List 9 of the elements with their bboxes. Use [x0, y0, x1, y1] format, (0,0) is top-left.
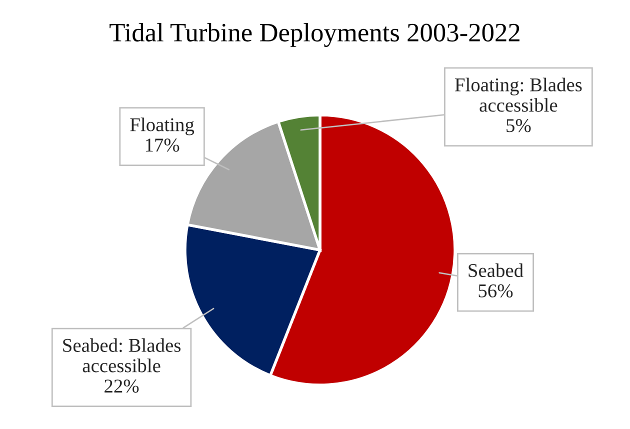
data-label: 56%	[478, 284, 513, 298]
slice-label: Seabed	[468, 263, 524, 278]
data-label: 22%	[104, 380, 139, 393]
slice-label: Seabed: Blades accessible	[63, 338, 181, 372]
data-label: 17%	[146, 138, 180, 152]
data-label: 5%	[506, 119, 531, 132]
slice-label: Floating: Blades accessible	[455, 78, 582, 112]
slice-label: Floating	[130, 118, 194, 136]
chart-title: Tidal Turbine Deployments 2003-2022	[110, 22, 520, 48]
